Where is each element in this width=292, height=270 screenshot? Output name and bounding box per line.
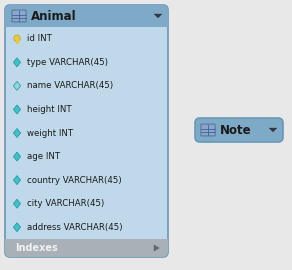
Text: name VARCHAR(45): name VARCHAR(45) — [27, 81, 113, 90]
Text: city VARCHAR(45): city VARCHAR(45) — [27, 199, 104, 208]
FancyBboxPatch shape — [201, 124, 215, 136]
Text: age INT: age INT — [27, 152, 60, 161]
FancyBboxPatch shape — [5, 5, 168, 257]
Text: weight INT: weight INT — [27, 129, 73, 137]
Text: address VARCHAR(45): address VARCHAR(45) — [27, 223, 123, 232]
Polygon shape — [13, 129, 21, 137]
Text: Indexes: Indexes — [15, 243, 58, 253]
Polygon shape — [154, 14, 162, 18]
Text: Note: Note — [220, 123, 252, 137]
Polygon shape — [13, 176, 21, 185]
Polygon shape — [13, 58, 21, 67]
Polygon shape — [13, 81, 21, 90]
Polygon shape — [13, 105, 21, 114]
Polygon shape — [13, 223, 21, 232]
FancyBboxPatch shape — [5, 239, 168, 257]
Text: height INT: height INT — [27, 105, 72, 114]
Text: id INT: id INT — [27, 34, 52, 43]
Bar — [5, 239, 168, 248]
Bar — [5, 16, 168, 27]
Circle shape — [14, 35, 20, 42]
FancyBboxPatch shape — [12, 10, 26, 22]
Polygon shape — [154, 245, 159, 251]
Text: type VARCHAR(45): type VARCHAR(45) — [27, 58, 108, 67]
FancyBboxPatch shape — [195, 118, 283, 142]
Polygon shape — [269, 128, 277, 132]
Text: Animal: Animal — [31, 9, 77, 22]
FancyBboxPatch shape — [5, 5, 168, 27]
Text: country VARCHAR(45): country VARCHAR(45) — [27, 176, 122, 185]
Polygon shape — [13, 152, 21, 161]
Polygon shape — [13, 199, 21, 208]
